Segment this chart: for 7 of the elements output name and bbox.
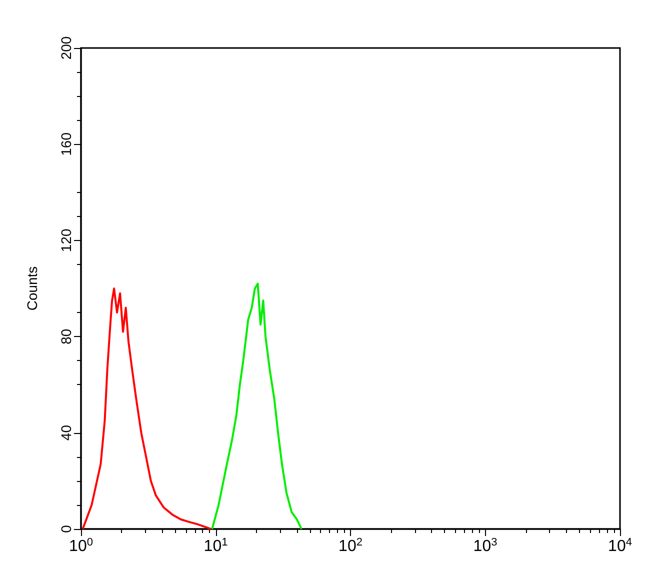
y-tick-label: 120	[58, 228, 74, 252]
y-tick-label: 80	[58, 328, 74, 344]
y-tick-label: 200	[58, 36, 74, 60]
y-axis-title: Counts	[24, 266, 40, 311]
y-tick-label: 40	[58, 424, 74, 441]
y-tick-label: 160	[58, 132, 74, 156]
y-tick-label: 0	[58, 524, 74, 533]
